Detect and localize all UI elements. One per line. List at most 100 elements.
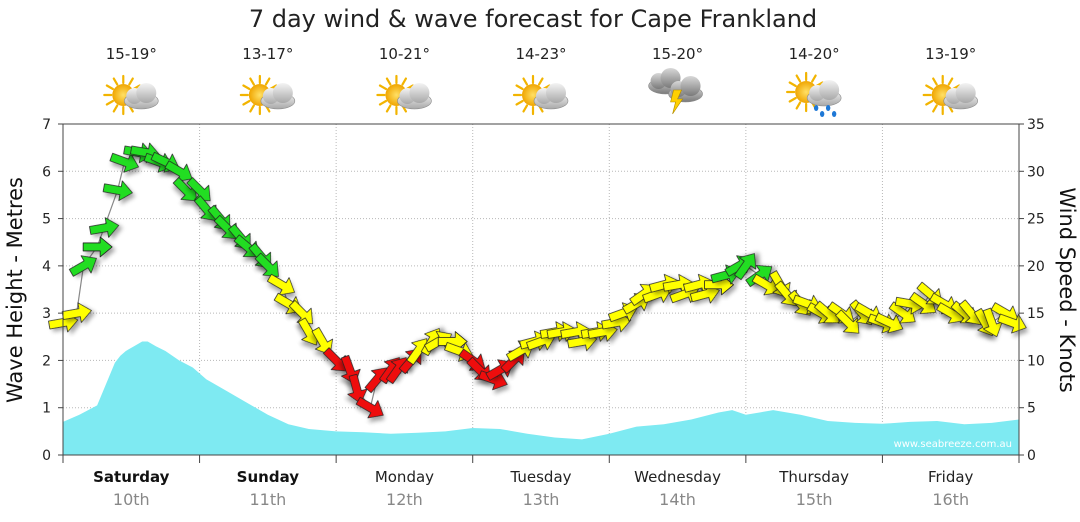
- partly-cloudy-icon: [376, 74, 432, 116]
- sun-ray: [788, 81, 797, 88]
- day-date-label: 14th: [659, 490, 696, 509]
- wind-arrow-shape: [266, 273, 295, 296]
- wind-arrow: [102, 180, 133, 201]
- wind-arrow-shape: [164, 160, 193, 182]
- wind-arrow-shape: [437, 331, 468, 352]
- left-axis-ticks: 0 1 2 3 4 5 6 7: [42, 117, 63, 464]
- wind-arrow: [89, 217, 120, 238]
- left-tick-label: 4: [42, 259, 51, 275]
- right-tick-label: 0: [1027, 448, 1036, 464]
- day-date-label: 13th: [523, 490, 560, 509]
- sun-ray: [932, 104, 938, 113]
- wind-arrow-shape: [982, 307, 1003, 338]
- cloud-puff: [272, 83, 293, 103]
- right-axis-ticks: 0 5 10 15 20 25 30 35: [1019, 117, 1045, 464]
- cloud-puff: [680, 76, 701, 96]
- chart-title: 7 day wind & wave forecast for Cape Fran…: [249, 5, 817, 33]
- temperature-range: 15-20°: [652, 45, 703, 63]
- plot-frame: [62, 123, 1020, 456]
- wind-arrow: [437, 331, 468, 352]
- sun-ray: [925, 84, 934, 91]
- wind-arrow: [874, 312, 904, 334]
- day-date-label: 12th: [386, 490, 423, 509]
- wind-arrow: [347, 373, 368, 404]
- sun-ray: [112, 77, 119, 86]
- sun-ray: [112, 104, 119, 113]
- daily-forecast-header: 15-19° 13-17° 10-21° 14-23° 15-20° 14-20° 13-1…: [103, 45, 979, 117]
- temperature-range: 14-23°: [515, 45, 566, 63]
- wind-arrow-shape: [68, 255, 97, 277]
- sun-ray: [932, 77, 938, 86]
- right-tick-label: 25: [1027, 212, 1045, 228]
- rain-drop: [831, 111, 837, 117]
- sun-ray: [401, 77, 408, 86]
- left-tick-label: 2: [42, 353, 51, 369]
- sun-ray: [947, 77, 954, 86]
- sun-ray: [811, 74, 817, 83]
- watermark: www.seabreeze.com.au: [894, 439, 1012, 450]
- grid-lines: [63, 124, 1019, 455]
- wind-arrow: [982, 307, 1003, 338]
- wind-arrow: [61, 302, 92, 323]
- thunderstorm-icon: [648, 68, 703, 115]
- wind-arrow-shape: [61, 302, 92, 323]
- cloud-puff: [819, 80, 840, 100]
- right-tick-label: 20: [1027, 259, 1045, 275]
- day-name-label: Friday: [928, 468, 974, 486]
- sun-ray: [249, 104, 255, 113]
- wind-arrow: [888, 301, 916, 324]
- wind-arrow-shape: [888, 301, 916, 324]
- temperature-range: 14-20°: [789, 45, 840, 63]
- wind-arrow-shape: [874, 312, 904, 334]
- sun-ray: [128, 77, 134, 86]
- temperature-range: 13-19°: [925, 45, 976, 63]
- wind-arrow: [164, 160, 193, 182]
- wind-arrows: [48, 142, 1027, 419]
- day-date-label: 11th: [249, 490, 286, 509]
- wind-arrow-shape: [82, 236, 113, 258]
- sun-ray: [242, 99, 251, 106]
- wind-arrow-shape: [835, 309, 860, 334]
- left-tick-label: 3: [42, 306, 51, 322]
- cloud-shape: [260, 83, 296, 110]
- left-tick-label: 1: [42, 401, 51, 417]
- sun-ray: [378, 99, 388, 106]
- day-date-label: 16th: [932, 490, 969, 509]
- sun-ray: [242, 84, 251, 91]
- sun-ray: [264, 77, 271, 86]
- day-name-label: Monday: [375, 468, 434, 486]
- temperature-range: 15-19°: [106, 45, 157, 63]
- sun-ray: [249, 77, 255, 86]
- sun-ray: [795, 101, 802, 110]
- sun-ray: [385, 104, 392, 113]
- sun-ray: [105, 84, 114, 91]
- sun-ray: [925, 99, 934, 106]
- wave-height-area: [63, 341, 1019, 455]
- sun-ray: [788, 96, 797, 103]
- right-axis-label: Wind Speed - Knots: [1055, 187, 1079, 392]
- right-tick-label: 35: [1027, 117, 1045, 133]
- wind-arrow: [82, 236, 113, 258]
- wind-arrow: [835, 309, 860, 334]
- left-axis-label: Wave Height - Metres: [3, 177, 27, 403]
- left-tick-label: 5: [42, 212, 51, 228]
- right-tick-label: 15: [1027, 306, 1045, 322]
- wind-arrow: [68, 255, 97, 277]
- wind-arrow-shape: [347, 373, 368, 404]
- wind-arrow: [266, 273, 295, 296]
- cloud-puff: [955, 83, 976, 103]
- day-labels: Saturday 10th Sunday 11th Monday 12th Tuesday 1…: [62, 455, 1020, 509]
- day-name-label: Wednesday: [634, 468, 721, 486]
- day-name-label: Tuesday: [509, 468, 571, 486]
- sun-ray: [378, 84, 388, 91]
- wind-arrow: [355, 396, 384, 419]
- wind-arrow-shape: [89, 217, 120, 238]
- wind-arrow-shape: [355, 396, 384, 419]
- wind-arrow-shape: [734, 253, 757, 281]
- wind-arrow-shape: [109, 152, 139, 173]
- cloud-shape: [397, 83, 432, 110]
- wind-arrow-shape: [172, 177, 197, 202]
- sun-ray: [515, 99, 524, 106]
- wind-arrow-shape: [751, 273, 780, 296]
